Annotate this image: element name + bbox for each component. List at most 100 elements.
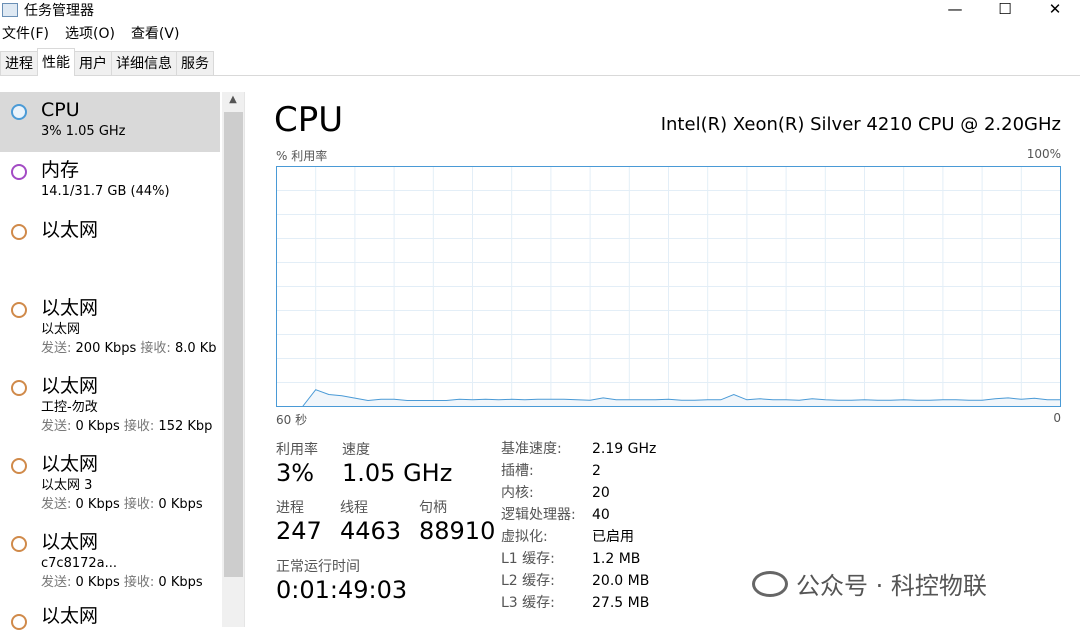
resource-item[interactable]: 以太网 c7c8172a... 发送: 0 Kbps 接收: 0 Kbps: [0, 524, 244, 602]
title-bar: 任务管理器 — ☐ ✕: [0, 0, 1080, 20]
uptime-value: 0:01:49:03: [276, 576, 408, 604]
send-label: 发送:: [41, 497, 72, 512]
tab-performance[interactable]: 性能: [37, 48, 75, 76]
tab-users[interactable]: 用户: [74, 51, 112, 75]
spec-value: 40: [592, 507, 610, 523]
y-axis-label: % 利用率: [276, 149, 328, 163]
resource-item[interactable]: 以太网 以太网 3 发送: 0 Kbps 接收: 0 Kbps: [0, 446, 244, 524]
window-title: 任务管理器: [24, 3, 94, 19]
spec-row: 插槽: 2: [501, 460, 656, 482]
spec-label: 内核:: [501, 485, 534, 501]
send-value: 0 Kbps: [75, 497, 120, 512]
resource-item[interactable]: 内存 14.1/31.7 GB (44%): [0, 152, 244, 212]
handles-value: 88910: [419, 517, 496, 545]
resource-item[interactable]: 以太网 工控-勿改 发送: 0 Kbps 接收: 152 Kbp: [0, 368, 244, 446]
resource-item[interactable]: 以太网: [0, 212, 244, 290]
threads-value: 4463: [340, 517, 402, 545]
handles-stat: 句柄 88910: [419, 497, 495, 545]
tab-processes[interactable]: 进程: [0, 51, 38, 75]
menu-view[interactable]: 查看(V): [130, 26, 180, 42]
resource-item[interactable]: 以太网: [0, 602, 244, 630]
status-circle-icon: [11, 614, 27, 630]
spec-value: 20.0 MB: [592, 573, 650, 589]
scroll-up-icon[interactable]: ▲: [229, 94, 237, 105]
maximize-button[interactable]: ☐: [998, 0, 1012, 18]
x-right-label: 0: [1053, 411, 1061, 425]
resource-title: 以太网: [41, 531, 99, 553]
spec-value: 已启用: [592, 529, 634, 545]
wechat-icon: [752, 570, 788, 597]
minimize-button[interactable]: —: [947, 0, 963, 18]
spec-label: L1 缓存:: [501, 551, 555, 567]
status-circle-icon: [11, 104, 27, 120]
resource-traffic: 发送: 200 Kbps 接收: 8.0 Kb: [41, 339, 221, 358]
utilization-label: 利用率: [276, 442, 318, 458]
send-label: 发送:: [41, 575, 72, 590]
status-circle-icon: [11, 536, 27, 552]
resource-title: 以太网: [41, 453, 99, 475]
resource-title: 以太网: [41, 219, 99, 241]
spec-row: 基准速度: 2.19 GHz: [501, 438, 656, 460]
scrollbar-thumb[interactable]: [224, 112, 243, 577]
scrollbar[interactable]: ▲: [222, 92, 244, 627]
spec-value: 2.19 GHz: [592, 441, 657, 457]
spec-row: 逻辑处理器: 40: [501, 504, 656, 526]
speed-label: 速度: [342, 442, 370, 458]
close-button[interactable]: ✕: [1048, 0, 1062, 18]
tab-details[interactable]: 详细信息: [111, 51, 177, 75]
resource-item[interactable]: 以太网 以太网 发送: 200 Kbps 接收: 8.0 Kb: [0, 290, 244, 368]
spec-label: L3 缓存:: [501, 595, 555, 611]
y-max-label: 100%: [1026, 147, 1061, 161]
spec-row: L1 缓存: 1.2 MB: [501, 548, 656, 570]
utilization-value: 3%: [276, 459, 315, 487]
spec-row: 内核: 20: [501, 482, 656, 504]
resource-subtitle: 以太网: [41, 322, 81, 337]
recv-label: 接收:: [123, 497, 155, 512]
resource-subtitle: 以太网 3: [41, 478, 93, 493]
speed-stat: 速度 1.05 GHz: [342, 439, 452, 487]
menu-options[interactable]: 选项(O): [64, 26, 115, 42]
send-value: 0 Kbps: [75, 575, 120, 590]
usage-line: [302, 389, 1061, 407]
spec-label: 虚拟化:: [501, 529, 548, 545]
menu-file[interactable]: 文件(F): [2, 26, 49, 42]
resource-subtitle: 3% 1.05 GHz: [41, 124, 126, 139]
tab-services[interactable]: 服务: [176, 51, 214, 75]
resource-traffic: 发送: 0 Kbps 接收: 152 Kbp: [41, 417, 221, 436]
resource-list: CPU 3% 1.05 GHz 内存 14.1/31.7 GB (44%) 以太网 …: [0, 92, 244, 630]
processes-stat: 进程 247: [276, 497, 322, 545]
divider: [244, 92, 245, 627]
resource-item[interactable]: CPU 3% 1.05 GHz: [0, 92, 220, 152]
uptime-stat: 正常运行时间 0:01:49:03: [276, 556, 407, 604]
status-circle-icon: [11, 224, 27, 240]
menu-bar: 文件(F) 选项(O) 查看(V): [0, 20, 1080, 46]
spec-value: 2: [592, 463, 601, 479]
spec-value: 1.2 MB: [592, 551, 641, 567]
spec-row: L2 缓存: 20.0 MB: [501, 570, 656, 592]
send-value: 0 Kbps: [75, 419, 120, 434]
spec-label: 基准速度:: [501, 441, 562, 457]
status-circle-icon: [11, 458, 27, 474]
threads-label: 线程: [340, 500, 368, 516]
spec-value: 27.5 MB: [592, 595, 650, 611]
utilization-stat: 利用率 3%: [276, 439, 318, 487]
resource-title: CPU: [41, 99, 80, 121]
handles-label: 句柄: [419, 500, 447, 516]
speed-value: 1.05 GHz: [342, 459, 453, 487]
watermark: 公众号 · 科控物联: [752, 566, 987, 601]
resource-subtitle: 14.1/31.7 GB (44%): [41, 184, 170, 199]
usage-area: [302, 389, 1061, 407]
recv-value: 0 Kbps: [158, 575, 203, 590]
recv-label: 接收:: [123, 419, 155, 434]
resource-title: 以太网: [41, 297, 99, 319]
status-circle-icon: [11, 164, 27, 180]
uptime-label: 正常运行时间: [276, 559, 360, 575]
processes-value: 247: [276, 517, 322, 545]
watermark-text: 公众号 · 科控物联: [796, 572, 987, 600]
send-label: 发送:: [41, 341, 72, 356]
status-circle-icon: [11, 302, 27, 318]
spec-row: L3 缓存: 27.5 MB: [501, 592, 656, 614]
tab-bar: 进程 性能 用户 详细信息 服务: [0, 46, 1080, 76]
spec-row: 虚拟化: 已启用: [501, 526, 656, 548]
spec-label: 插槽:: [501, 463, 534, 479]
